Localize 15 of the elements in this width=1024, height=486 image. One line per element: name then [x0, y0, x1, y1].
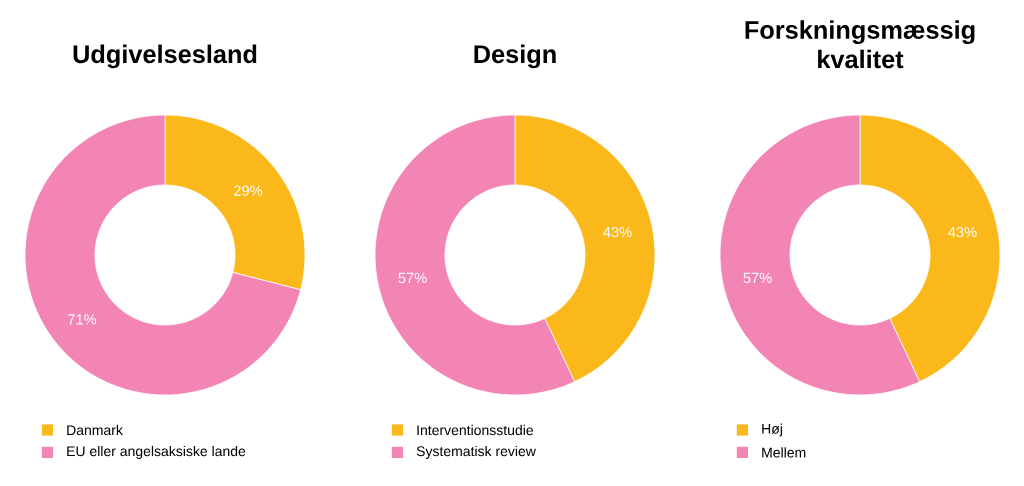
- legend-label: EU eller angelsaksiske lande: [67, 445, 246, 459]
- legend-label: Danmark: [67, 424, 123, 436]
- data-label: 43%: [603, 226, 632, 238]
- data-label: 57%: [743, 272, 772, 284]
- chart-title: Design: [474, 44, 556, 69]
- legend-label: Mellem: [762, 447, 806, 458]
- data-label: 57%: [398, 272, 427, 284]
- data-label: 43%: [948, 226, 977, 238]
- data-label: 29%: [234, 185, 263, 196]
- legend-label: Høj: [762, 423, 782, 437]
- legend-label: Systematisk review: [416, 445, 536, 459]
- chart-title: Udgivelsesland: [73, 44, 257, 69]
- data-label: 71%: [68, 314, 97, 325]
- chart-title: Forskningsmæssig kvalitet: [745, 20, 975, 69]
- legend-label: Interventionsstudie: [417, 424, 533, 436]
